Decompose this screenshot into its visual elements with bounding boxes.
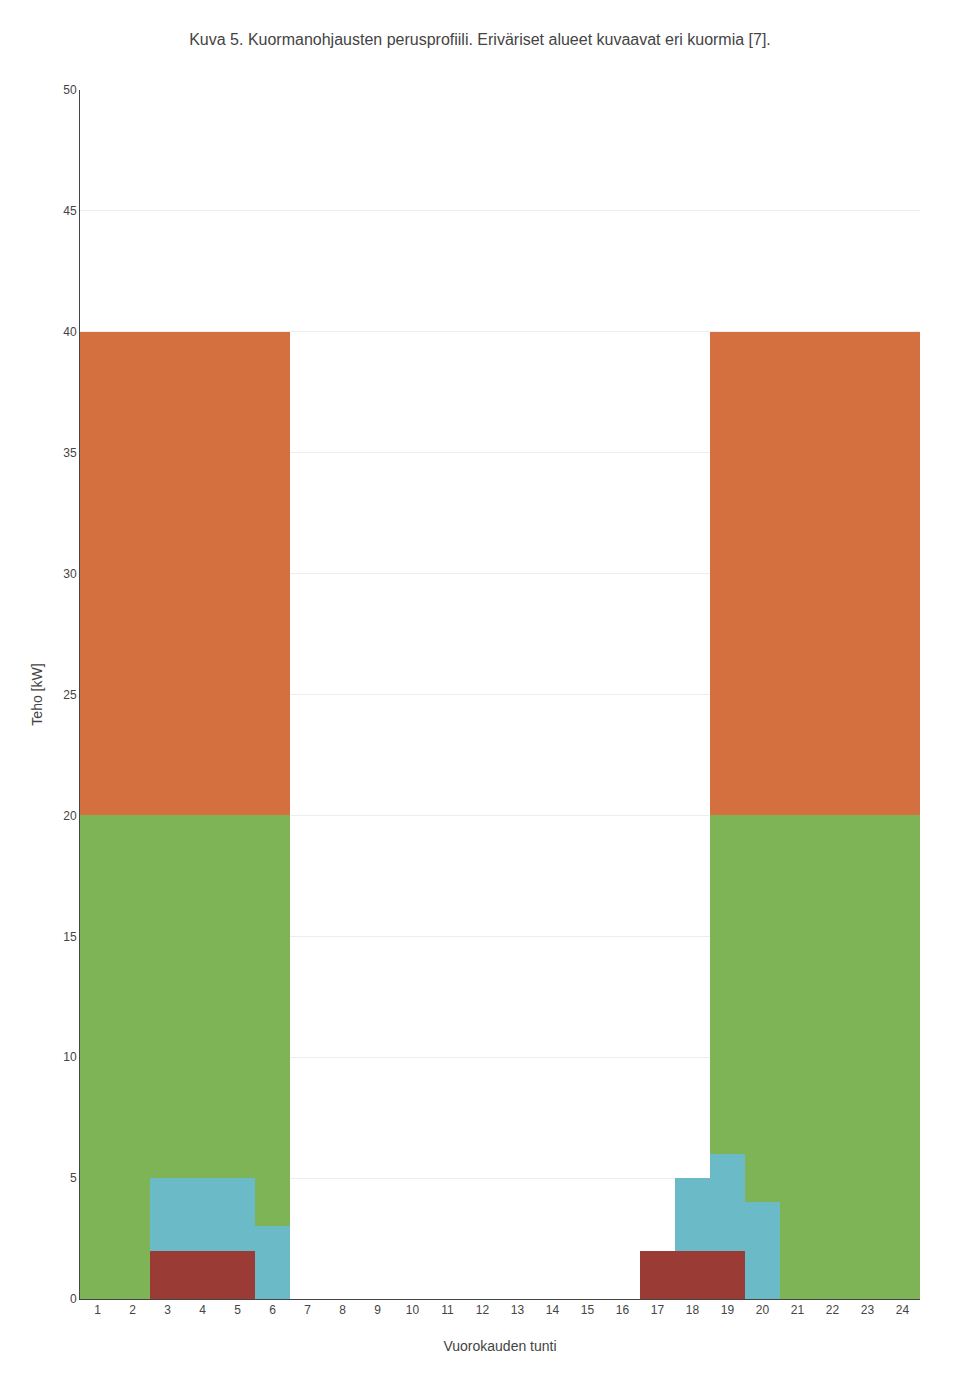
svg-text:0: 0 — [70, 1292, 77, 1306]
svg-text:40: 40 — [63, 325, 77, 339]
svg-text:25: 25 — [63, 688, 77, 702]
svg-text:15: 15 — [63, 930, 77, 944]
svg-text:9: 9 — [374, 1303, 381, 1317]
svg-text:Teho [kW]: Teho [kW] — [29, 663, 45, 725]
svg-text:11: 11 — [441, 1303, 454, 1317]
svg-text:8: 8 — [339, 1303, 346, 1317]
svg-text:15: 15 — [581, 1303, 595, 1317]
svg-text:16: 16 — [616, 1303, 630, 1317]
svg-text:1: 1 — [94, 1303, 101, 1317]
svg-text:7: 7 — [304, 1303, 311, 1317]
svg-text:45: 45 — [63, 204, 77, 218]
svg-text:20: 20 — [63, 809, 77, 823]
svg-text:12: 12 — [476, 1303, 490, 1317]
svg-text:14: 14 — [546, 1303, 560, 1317]
svg-text:19: 19 — [721, 1303, 735, 1317]
svg-text:10: 10 — [406, 1303, 420, 1317]
svg-text:5: 5 — [234, 1303, 241, 1317]
svg-text:5: 5 — [70, 1171, 77, 1185]
svg-text:Kuva 5. Kuormanohjausten perus: Kuva 5. Kuormanohjausten perusprofiili. … — [189, 31, 771, 48]
svg-text:6: 6 — [269, 1303, 276, 1317]
svg-text:20: 20 — [756, 1303, 770, 1317]
svg-text:4: 4 — [199, 1303, 206, 1317]
svg-text:3: 3 — [164, 1303, 171, 1317]
svg-text:24: 24 — [896, 1303, 910, 1317]
svg-text:35: 35 — [63, 446, 77, 460]
svg-text:22: 22 — [826, 1303, 840, 1317]
svg-text:Vuorokauden tunti: Vuorokauden tunti — [443, 1338, 556, 1354]
svg-text:2: 2 — [129, 1303, 136, 1317]
svg-text:10: 10 — [63, 1050, 77, 1064]
svg-text:30: 30 — [63, 567, 77, 581]
svg-text:18: 18 — [686, 1303, 700, 1317]
svg-text:13: 13 — [511, 1303, 525, 1317]
svg-text:21: 21 — [791, 1303, 805, 1317]
svg-text:17: 17 — [651, 1303, 665, 1317]
svg-text:23: 23 — [861, 1303, 875, 1317]
svg-text:50: 50 — [63, 83, 77, 97]
